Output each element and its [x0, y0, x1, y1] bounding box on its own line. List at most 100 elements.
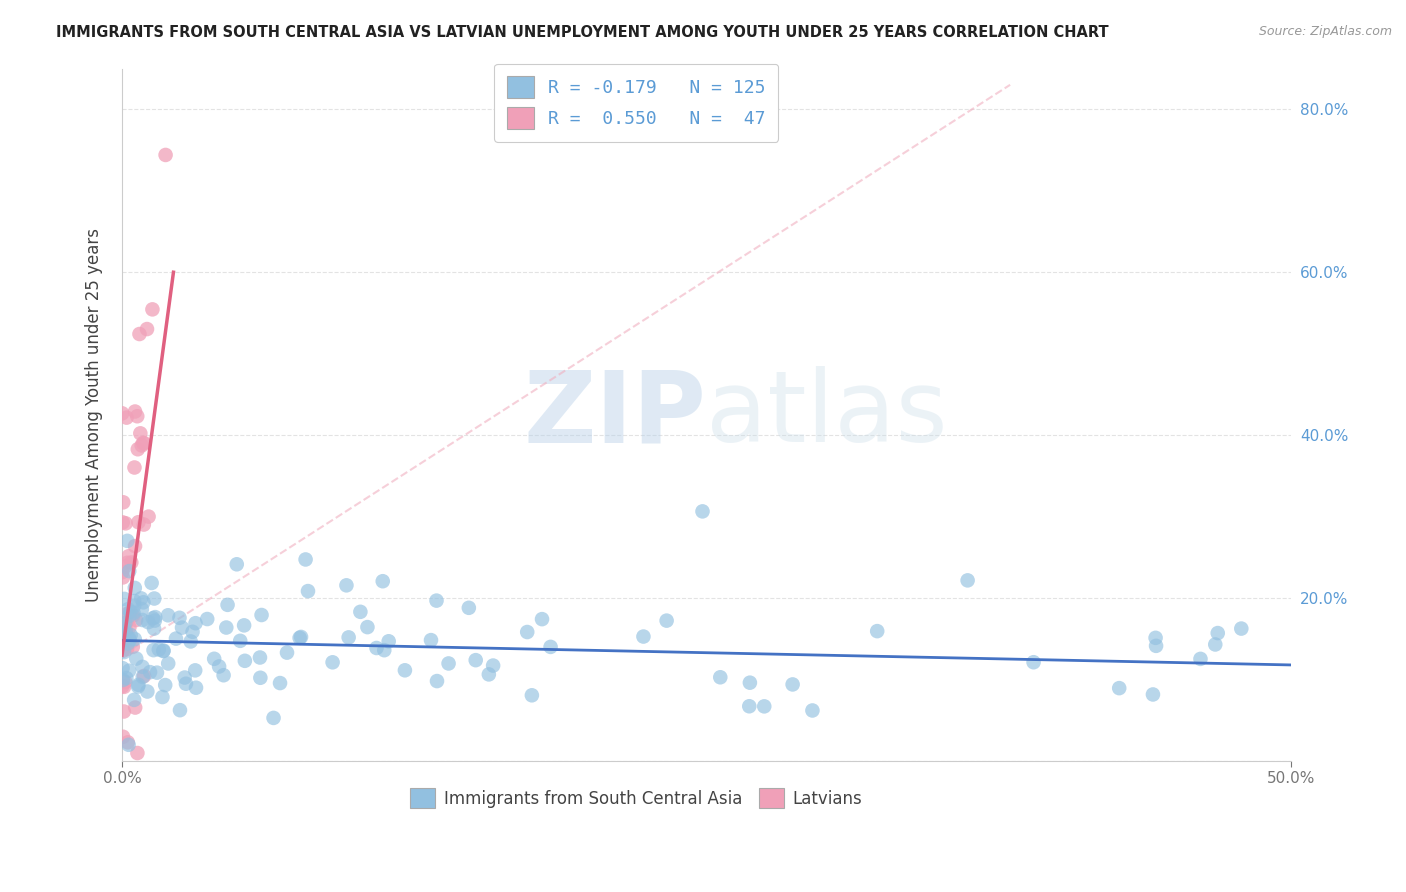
Point [115, 615, 138, 630]
Point [169, 703, 191, 717]
Point [276, 646, 298, 660]
Point [124, 460, 146, 475]
Point [125, 651, 148, 665]
Point [118, 564, 141, 578]
Text: ZIP: ZIP [523, 367, 706, 463]
Point [437, 657, 460, 671]
Point [709, 670, 731, 684]
Point [114, 625, 136, 640]
Point [1230, 622, 1253, 636]
Point [127, 515, 149, 529]
Point [132, 595, 155, 609]
Point [349, 605, 371, 619]
Point [122, 693, 145, 707]
Point [229, 633, 252, 648]
Point [120, 628, 142, 642]
Point [217, 598, 239, 612]
Point [1144, 631, 1167, 645]
Point [115, 410, 138, 425]
Point [112, 730, 135, 744]
Point [263, 711, 285, 725]
Point [1022, 655, 1045, 669]
Point [136, 322, 159, 336]
Point [782, 677, 804, 691]
Point [120, 605, 142, 619]
Point [111, 673, 134, 687]
Point [531, 612, 554, 626]
Point [738, 699, 761, 714]
Point [1206, 626, 1229, 640]
Point [169, 611, 191, 625]
Point [457, 600, 479, 615]
Point [131, 660, 153, 674]
Point [143, 610, 166, 624]
Point [335, 578, 357, 592]
Point [373, 643, 395, 657]
Point [165, 632, 187, 646]
Point [233, 618, 256, 632]
Point [132, 517, 155, 532]
Point [655, 614, 678, 628]
Point [1189, 652, 1212, 666]
Point [215, 621, 238, 635]
Point [138, 509, 160, 524]
Point [117, 602, 139, 616]
Point [184, 616, 207, 631]
Point [129, 426, 152, 441]
Point [692, 504, 714, 518]
Point [112, 705, 135, 719]
Point [118, 664, 141, 678]
Point [174, 677, 197, 691]
Point [425, 593, 447, 607]
Point [112, 680, 135, 694]
Point [115, 607, 138, 621]
Point [127, 746, 149, 760]
Point [294, 552, 316, 566]
Point [122, 608, 145, 623]
Point [141, 302, 163, 317]
Point [139, 665, 162, 680]
Point [478, 667, 501, 681]
Point [1204, 638, 1226, 652]
Point [170, 621, 193, 635]
Point [127, 409, 149, 424]
Point [124, 539, 146, 553]
Point [738, 675, 761, 690]
Point [127, 442, 149, 457]
Point [633, 630, 655, 644]
Point [125, 613, 148, 627]
Point [115, 642, 138, 657]
Point [754, 699, 776, 714]
Point [195, 612, 218, 626]
Point [136, 615, 159, 629]
Point [394, 663, 416, 677]
Point [112, 495, 135, 509]
Point [111, 644, 134, 658]
Point [202, 652, 225, 666]
Point [112, 591, 135, 606]
Point [152, 690, 174, 704]
Point [117, 556, 139, 570]
Point [1142, 688, 1164, 702]
Text: atlas: atlas [706, 367, 948, 463]
Point [117, 533, 139, 548]
Point [122, 606, 145, 620]
Point [124, 581, 146, 595]
Point [288, 631, 311, 645]
Legend: Immigrants from South Central Asia, Latvians: Immigrants from South Central Asia, Latv… [404, 781, 869, 815]
Point [184, 664, 207, 678]
Point [115, 624, 138, 638]
Point [516, 625, 538, 640]
Point [142, 611, 165, 625]
Point [155, 678, 177, 692]
Point [112, 645, 135, 659]
Point [356, 620, 378, 634]
Point [180, 634, 202, 648]
Point [142, 643, 165, 657]
Point [540, 640, 562, 654]
Point [297, 584, 319, 599]
Point [117, 735, 139, 749]
Point [132, 670, 155, 684]
Point [290, 630, 312, 644]
Y-axis label: Unemployment Among Youth under 25 years: Unemployment Among Youth under 25 years [86, 227, 103, 602]
